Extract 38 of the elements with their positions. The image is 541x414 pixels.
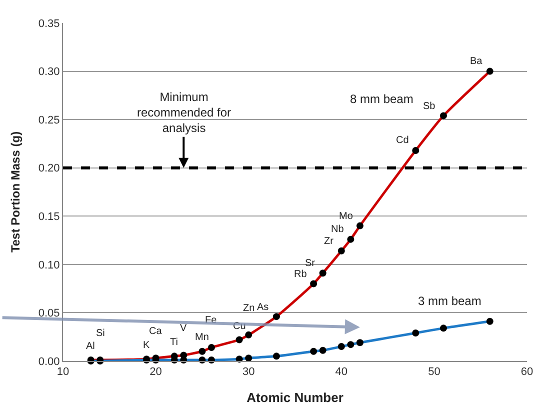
data-label: Ba (470, 56, 483, 67)
x-tick-label: 60 (520, 366, 534, 378)
data-label: Mo (339, 211, 354, 222)
data-label: Mn (195, 332, 209, 343)
x-tick-label: 50 (428, 366, 440, 378)
data-label: Ti (170, 337, 178, 348)
x-tick-label: 30 (242, 366, 255, 378)
data-label: K (143, 340, 150, 351)
x-tick-label: 20 (150, 366, 162, 378)
data-label: Zr (324, 236, 334, 247)
data-label: Nb (331, 224, 344, 235)
y-tick-label: 0.20 (38, 162, 60, 175)
y-tick-label: 0.15 (38, 210, 60, 223)
y-tick-label: 0.25 (38, 114, 60, 126)
series-label: 3 mm beam (418, 294, 482, 308)
data-label: Cu (233, 321, 246, 332)
data-label: Zn (243, 303, 255, 314)
data-label: Sr (305, 258, 316, 269)
data-label: As (257, 302, 269, 313)
data-label: Al (86, 341, 95, 352)
annotation: Minimum recommended for analysis (137, 90, 232, 136)
text: 8 mm beam (350, 92, 414, 106)
data-label: Rb (294, 269, 308, 280)
x-tick-label: 40 (335, 366, 348, 378)
data-label: Fe (205, 315, 218, 326)
x-axis-title: Atomic Number (246, 390, 344, 405)
y-tick-label: 0.05 (38, 308, 60, 320)
y-tick-label: 0.00 (38, 356, 60, 368)
y-tick-label: 0.10 (38, 259, 60, 272)
data-label: Sb (423, 101, 436, 112)
y-tick-label: 0.30 (38, 66, 60, 78)
y-tick-label: 0.35 (38, 18, 60, 30)
data-label: Si (96, 328, 105, 339)
x-tick-label: 10 (56, 366, 70, 378)
y-axis-title: Test Portion Mass (g) (8, 131, 23, 253)
data-label: V (180, 323, 187, 334)
data-label: Cd (396, 135, 409, 146)
data-label: Ca (149, 326, 162, 337)
